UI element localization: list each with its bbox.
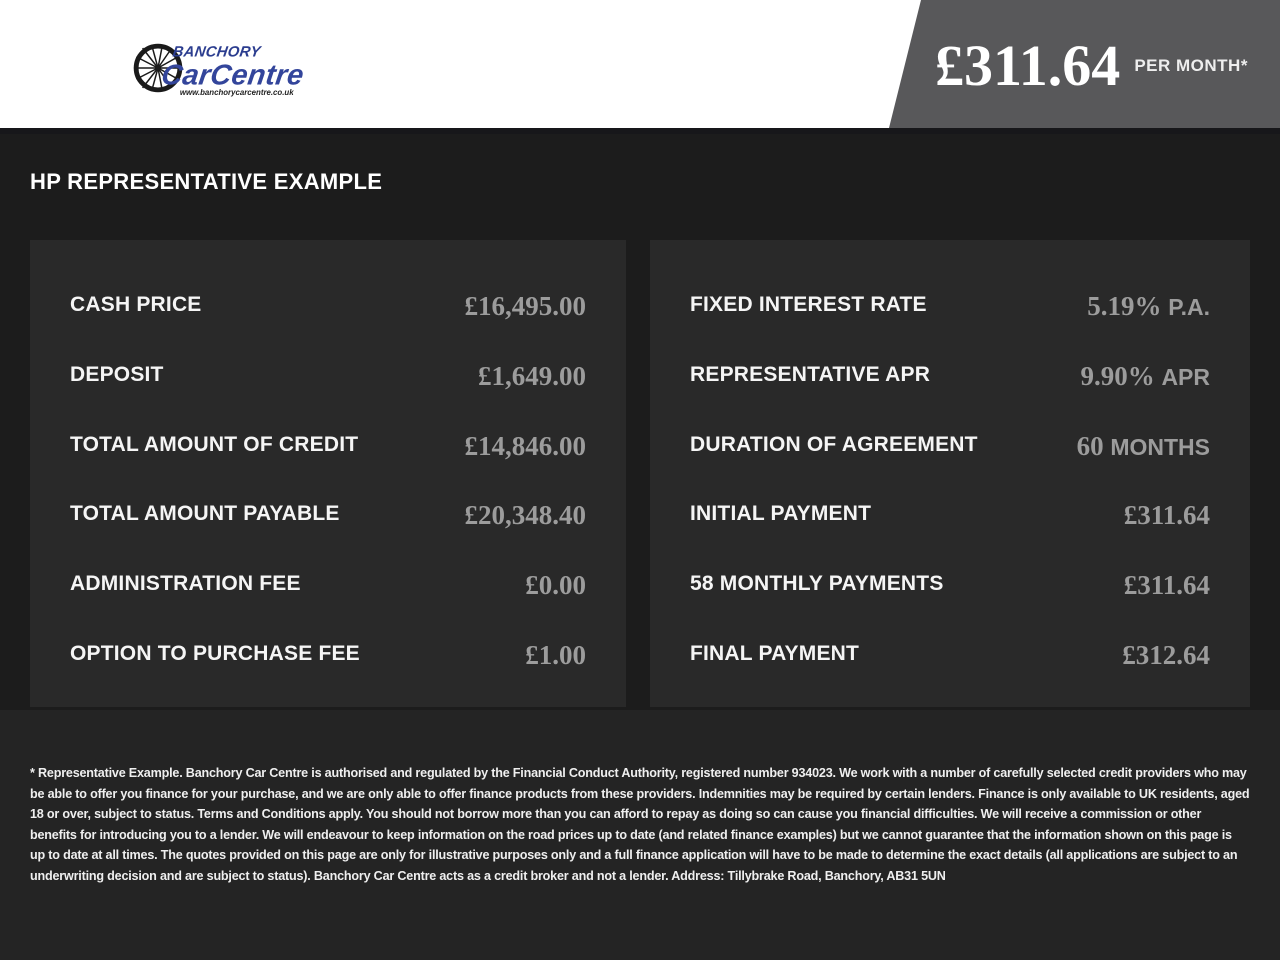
svg-text:www.banchorycarcentre.co.uk: www.banchorycarcentre.co.uk xyxy=(180,88,294,97)
svg-text:CarCentre: CarCentre xyxy=(159,60,305,92)
svg-text:BANCHORY: BANCHORY xyxy=(172,44,264,61)
